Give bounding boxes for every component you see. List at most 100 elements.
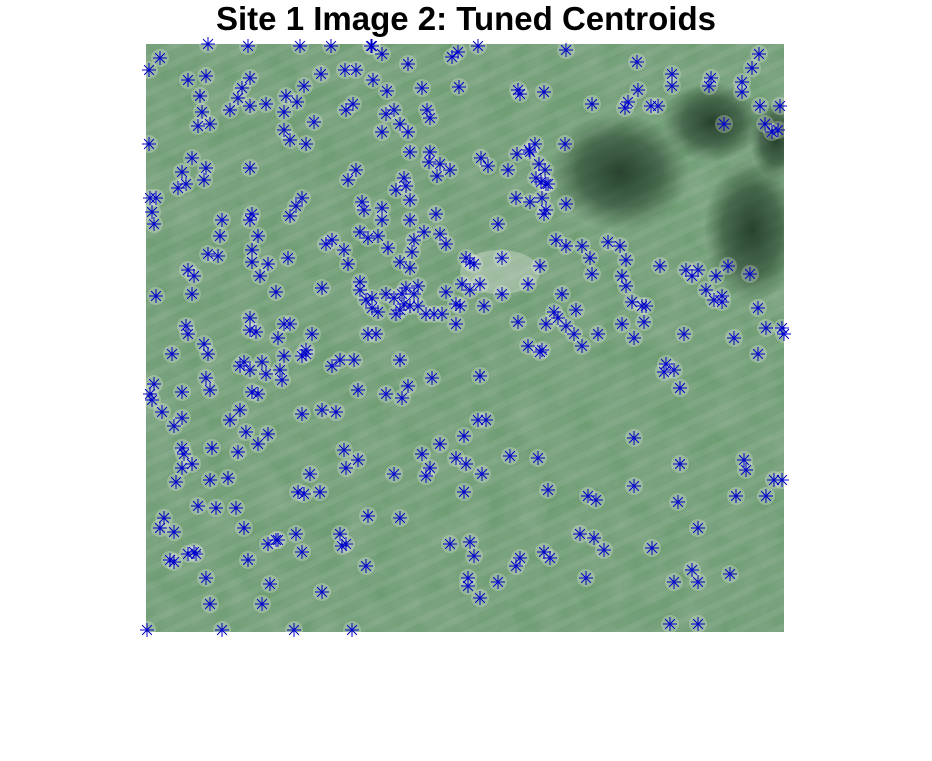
centroid-marker: [313, 485, 327, 499]
centroid-marker: [415, 447, 429, 461]
centroid-marker: [201, 247, 215, 261]
centroid-marker: [771, 123, 785, 137]
centroid-marker: [347, 353, 361, 367]
centroid-marker: [201, 37, 215, 51]
centroid-marker: [291, 485, 305, 499]
centroid-marker: [630, 55, 644, 69]
centroid-marker: [175, 461, 189, 475]
centroid-marker: [393, 353, 407, 367]
centroid-marker: [555, 287, 569, 301]
centroid-marker: [251, 229, 265, 243]
centroid-marker: [223, 103, 237, 117]
centroid-marker: [457, 429, 471, 443]
centroid-marker: [403, 145, 417, 159]
centroid-marker: [191, 499, 205, 513]
centroid-marker: [357, 203, 371, 217]
centroid-marker: [521, 339, 535, 353]
centroid-marker: [411, 299, 425, 313]
centroid-marker: [259, 97, 273, 111]
centroid-marker: [221, 471, 235, 485]
centroid-marker: [559, 197, 573, 211]
centroid-marker: [473, 369, 487, 383]
centroid-marker: [245, 243, 259, 257]
centroid-marker: [289, 199, 303, 213]
centroid-marker: [243, 323, 257, 337]
centroid-marker: [393, 303, 407, 317]
centroid-marker: [459, 457, 473, 471]
centroid-marker: [231, 445, 245, 459]
centroid-marker: [401, 379, 415, 393]
centroid-marker: [452, 80, 466, 94]
centroid-marker: [307, 115, 321, 129]
centroid-marker: [449, 451, 463, 465]
centroid-marker: [403, 261, 417, 275]
centroid-marker: [341, 257, 355, 271]
centroid-marker: [631, 83, 645, 97]
centroid-marker: [403, 213, 417, 227]
centroid-marker: [511, 315, 525, 329]
centroid-marker: [379, 107, 393, 121]
centroid-marker: [491, 575, 505, 589]
centroid-marker: [613, 239, 627, 253]
centroid-marker: [583, 251, 597, 265]
centroid-marker: [167, 525, 181, 539]
centroid-marker: [474, 151, 488, 165]
centroid-marker: [233, 403, 247, 417]
centroid-marker: [287, 623, 301, 637]
centroid-marker: [533, 259, 547, 273]
centroid-marker: [453, 299, 467, 313]
centroid-marker: [255, 355, 269, 369]
centroid-marker: [199, 571, 213, 585]
tree-shadow: [662, 82, 762, 162]
centroid-marker: [315, 403, 329, 417]
centroid-marker: [283, 209, 297, 223]
centroid-marker: [185, 287, 199, 301]
centroid-marker: [175, 165, 189, 179]
centroid-marker: [375, 125, 389, 139]
centroid-marker: [169, 475, 183, 489]
centroid-marker: [211, 249, 225, 263]
centroid-marker: [277, 123, 291, 137]
centroid-marker: [621, 95, 635, 109]
chart-title: Site 1 Image 2: Tuned Centroids: [216, 0, 716, 37]
centroid-marker: [523, 195, 537, 209]
centroid-marker: [423, 461, 437, 475]
centroid-marker: [495, 251, 509, 265]
centroid-marker: [581, 489, 595, 503]
centroid-marker: [279, 89, 293, 103]
centroid-marker: [667, 363, 681, 377]
centroid-marker: [245, 207, 259, 221]
centroid-marker: [153, 521, 167, 535]
centroid-marker: [429, 207, 443, 221]
centroid-marker: [261, 427, 275, 441]
centroid-marker: [251, 387, 265, 401]
centroid-marker: [193, 89, 207, 103]
centroid-marker: [335, 539, 349, 553]
centroid-marker: [659, 357, 673, 371]
centroid-marker: [142, 63, 156, 77]
centroid-marker: [375, 201, 389, 215]
centroid-marker: [203, 117, 217, 131]
centroid-marker: [735, 85, 749, 99]
centroid-marker: [203, 597, 217, 611]
centroid-marker: [290, 95, 304, 109]
centroid-marker: [569, 303, 583, 317]
centroid-marker: [401, 57, 415, 71]
centroid-marker: [723, 567, 737, 581]
centroid-marker: [275, 373, 289, 387]
centroid-marker: [235, 81, 249, 95]
centroid-marker: [269, 285, 283, 299]
centroid-marker: [355, 195, 369, 209]
centroid-marker: [147, 377, 161, 391]
centroid-marker: [511, 83, 525, 97]
centroid-marker: [175, 385, 189, 399]
centroid-marker: [399, 179, 413, 193]
centroid-marker: [387, 103, 401, 117]
centroid-marker: [443, 537, 457, 551]
centroid-marker: [704, 71, 718, 85]
centroid-marker: [199, 161, 213, 175]
centroid-marker: [171, 181, 185, 195]
centroid-marker: [575, 339, 589, 353]
centroid-marker: [401, 125, 415, 139]
